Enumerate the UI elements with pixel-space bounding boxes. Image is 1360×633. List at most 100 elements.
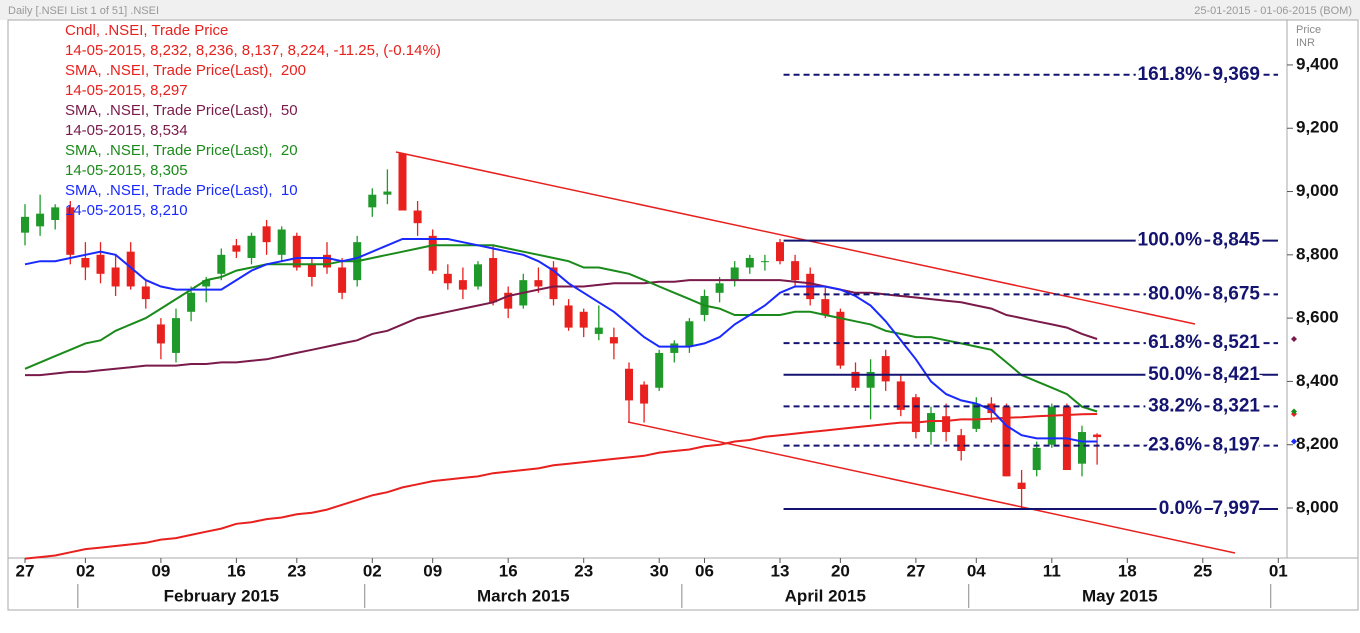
y-axis-label: Price: [1296, 24, 1321, 36]
y-tick-label: 8,600: [1296, 308, 1339, 327]
month-label: April 2015: [785, 586, 866, 605]
candle-body: [836, 311, 845, 366]
candle-body: [338, 267, 347, 293]
candle-body: [776, 242, 784, 262]
candle-body: [942, 416, 951, 433]
header-right: 25-01-2015 - 01-06-2015 (BOM): [1194, 5, 1352, 17]
fib-label: 38.2%: [1148, 395, 1202, 416]
fib-label: 61.8%: [1148, 332, 1202, 353]
candle-body: [247, 235, 256, 258]
candle-body: [640, 384, 649, 404]
candle-body: [564, 305, 573, 328]
x-axis-frame: [7, 557, 1359, 611]
candle-body: [851, 371, 860, 388]
header-left: Daily [.NSEI List 1 of 51] .NSEI: [8, 5, 159, 17]
x-tick-label: 11: [1043, 561, 1061, 580]
candle-body: [927, 413, 935, 433]
candle-body: [217, 254, 226, 274]
candle-body: [383, 191, 392, 195]
candle-body: [987, 403, 996, 414]
candle-body: [398, 153, 407, 211]
candle-body: [594, 327, 603, 334]
candle-body: [66, 207, 75, 255]
fib-label: 23.6%: [1148, 435, 1202, 456]
candle-body: [368, 194, 377, 208]
sma-line: [24, 413, 1098, 560]
fib-label: 161.8%: [1138, 64, 1203, 85]
candle-body: [655, 352, 664, 388]
candle-body: [277, 229, 286, 255]
fib-value-label: 8,845: [1212, 230, 1260, 251]
legend-info: 14-05-2015, 8,210: [65, 202, 188, 219]
candle-body: [911, 397, 920, 433]
candle-body: [474, 264, 482, 287]
x-tick-label: 16: [499, 561, 518, 580]
lower-trend-line: [627, 421, 1236, 554]
y-tick-label: 9,200: [1296, 118, 1339, 137]
x-tick-label: 27: [16, 561, 35, 580]
fib-value-label: 8,675: [1212, 283, 1260, 304]
candle-body: [126, 251, 135, 287]
candle-body: [685, 321, 694, 347]
marks: [21, 153, 1102, 560]
candle-body: [972, 403, 981, 429]
y-tick-label: 8,000: [1296, 497, 1339, 516]
fib-value-label: 8,197: [1212, 435, 1260, 456]
candle-body: [730, 267, 739, 281]
y-tick-label: 8,800: [1296, 244, 1339, 263]
candle-body: [96, 254, 105, 274]
candle-body: [292, 235, 301, 268]
month-label: May 2015: [1082, 586, 1158, 605]
legend-info: 14-05-2015, 8,305: [65, 162, 188, 179]
candle-body: [609, 337, 618, 344]
x-tick-label: 23: [574, 561, 593, 580]
x-tick-label: 18: [1118, 561, 1137, 580]
fib-label: 0.0%: [1159, 498, 1202, 519]
legend-info: 14-05-2015, 8,297: [65, 82, 188, 99]
fib-value-label: 9,369: [1212, 64, 1260, 85]
candle-body: [232, 245, 241, 252]
candle-body: [323, 254, 331, 268]
x-tick-label: 30: [650, 561, 669, 580]
legend-name: SMA, .NSEI, Trade Price(Last), 200: [65, 62, 306, 79]
month-label: February 2015: [164, 586, 279, 605]
y-tick-label: 9,400: [1296, 54, 1339, 73]
legend-name: SMA, .NSEI, Trade Price(Last), 10: [65, 182, 298, 199]
candle-body: [1002, 406, 1011, 477]
sma-line: [24, 238, 1098, 443]
candle-body: [428, 235, 437, 271]
candle-body: [760, 261, 769, 263]
candle-body: [791, 261, 800, 281]
x-tick-label: 23: [287, 561, 306, 580]
x-tick-label: 01: [1269, 561, 1288, 580]
candle-body: [262, 226, 271, 243]
x-tick-label: 02: [363, 561, 382, 580]
candle-body: [458, 280, 467, 290]
legend-name: Cndl, .NSEI, Trade Price: [65, 22, 228, 39]
candle-body: [881, 356, 890, 382]
candle-body: [866, 371, 875, 388]
legend-info: 14-05-2015, 8,232, 8,236, 8,137, 8,224, …: [65, 42, 441, 59]
candle-body: [957, 435, 966, 452]
fib-value-label: 8,321: [1212, 395, 1260, 416]
last-value-marker: [1291, 438, 1297, 445]
candle-body: [579, 311, 588, 328]
x-tick-label: 25: [1193, 561, 1212, 580]
x-tick-label: 09: [151, 561, 170, 580]
fib-label: 50.0%: [1148, 364, 1202, 385]
candle-body: [549, 267, 558, 300]
sma-line: [25, 279, 1098, 377]
candle-body: [745, 257, 754, 268]
y-axis-unit: INR: [1296, 37, 1315, 49]
candle-body: [156, 324, 165, 344]
candle-body: [81, 257, 90, 268]
candle-body: [1047, 406, 1056, 445]
candle-body: [821, 299, 830, 315]
fib-label: 80.0%: [1148, 283, 1202, 304]
candle-body: [36, 213, 45, 227]
candle-body: [172, 318, 180, 353]
upper-trend-line: [395, 151, 1196, 325]
candle-body: [51, 207, 60, 221]
legend-name: SMA, .NSEI, Trade Price(Last), 50: [65, 102, 298, 119]
